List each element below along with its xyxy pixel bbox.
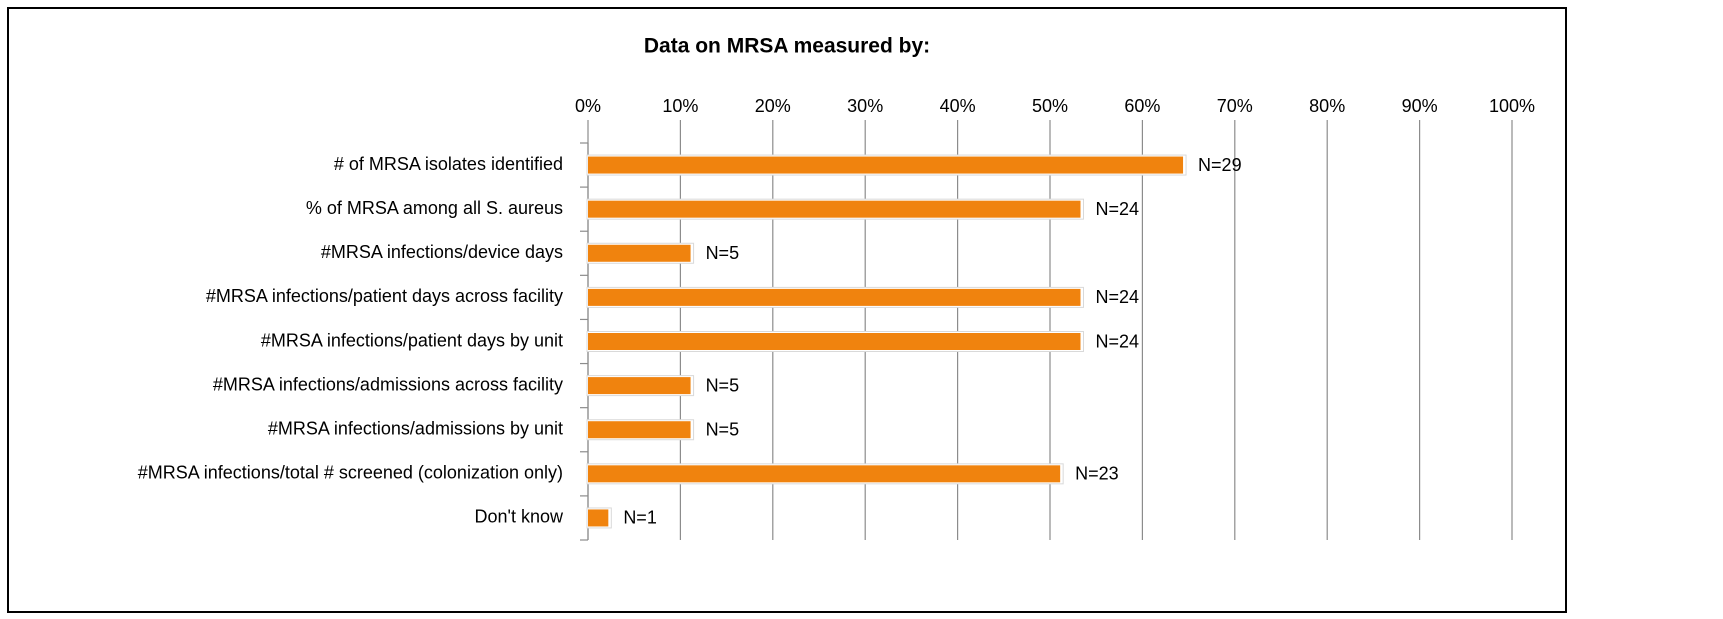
bar-annotation: N=24 [1095,287,1139,307]
bar [588,509,609,527]
bar-annotation: N=29 [1198,155,1242,175]
y-tick-label: #MRSA infections/device days [321,242,563,262]
bar [588,421,691,439]
bar-annotation: N=5 [706,375,740,395]
bar [588,244,691,262]
y-tick-label: #MRSA infections/admissions by unit [268,418,563,438]
bar [588,333,1081,350]
x-tick-label: 40% [940,96,976,116]
bar-annotation: N=5 [706,419,740,439]
x-tick-label: 70% [1217,96,1253,116]
x-tick-label: 20% [755,96,791,116]
x-tick-label: 50% [1032,96,1068,116]
x-tick-label: 60% [1124,96,1160,116]
y-tick-label: % of MRSA among all S. aureus [306,198,563,218]
x-tick-label: 10% [662,96,698,116]
x-tick-label: 0% [575,96,601,116]
y-tick-label: #MRSA infections/admissions across facil… [213,374,563,394]
x-tick-label: 30% [847,96,883,116]
y-tick-label: #MRSA infections/patient days by unit [261,330,563,350]
bar-annotation: N=23 [1075,464,1119,484]
bar-annotation: N=1 [623,508,657,528]
bar-annotation: N=24 [1095,199,1139,219]
bar-annotation: N=5 [706,243,740,263]
bar [588,156,1184,174]
y-tick-label: #MRSA infections/total # screened (colon… [138,463,563,483]
bar [588,200,1081,218]
x-tick-label: 80% [1309,96,1345,116]
chart-title: Data on MRSA measured by: [644,35,930,58]
chart-frame [7,7,1567,613]
y-tick-label: #MRSA infections/patient days across fac… [206,286,563,306]
x-tick-label: 100% [1489,96,1535,116]
y-tick-label: Don't know [475,507,564,527]
bar [588,465,1061,483]
bar [588,377,691,395]
x-tick-label: 90% [1402,96,1438,116]
bar-annotation: N=24 [1095,331,1139,351]
bar [588,288,1081,306]
y-tick-label: # of MRSA isolates identified [334,154,563,174]
